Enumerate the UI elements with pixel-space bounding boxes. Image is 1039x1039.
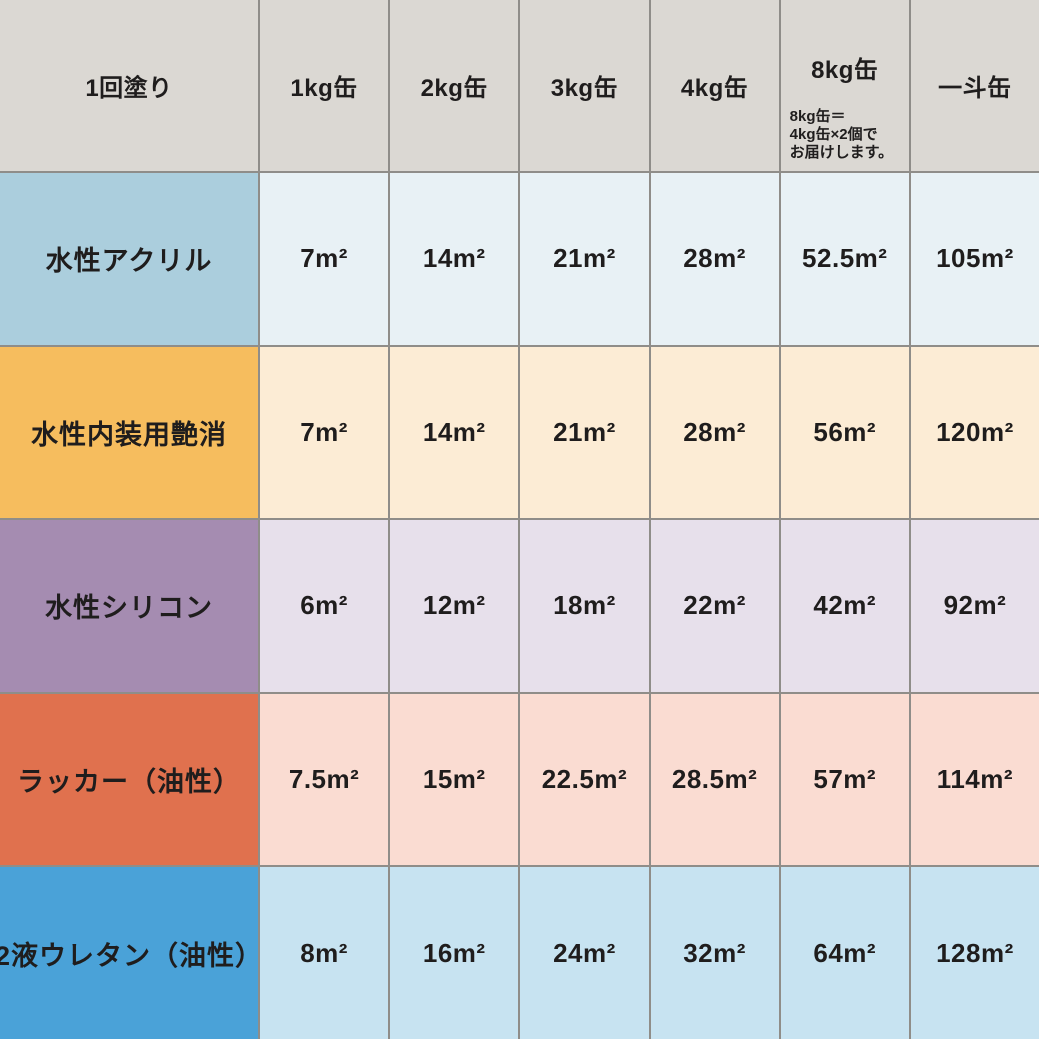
coverage-cell: 128m² xyxy=(910,867,1039,1039)
row-label-water-interior-matte: 水性内装用艶消 xyxy=(0,346,258,519)
coverage-cell: 105m² xyxy=(910,173,1039,345)
coverage-cell: 24m² xyxy=(520,867,649,1039)
coverage-cell: 114m² xyxy=(910,693,1039,866)
header-col-3kg-can: 3kg缶 xyxy=(520,0,649,171)
coverage-cell: 21m² xyxy=(520,173,649,345)
header-coat-count-label: 1回塗り xyxy=(85,75,173,102)
coverage-cell: 7m² xyxy=(260,173,389,345)
coverage-cell: 6m² xyxy=(260,520,389,692)
coverage-cell: 32m² xyxy=(650,867,779,1039)
coverage-cell: 28m² xyxy=(650,346,779,519)
coverage-cell: 42m² xyxy=(780,520,909,692)
coverage-cell: 12m² xyxy=(390,520,519,692)
coverage-cell: 7.5m² xyxy=(260,693,389,866)
8kg-can-delivery-note: 8kg缶＝ 4kg缶×2個で お届けします。 xyxy=(789,107,894,162)
coverage-cell: 14m² xyxy=(390,173,519,345)
coverage-cell: 52.5m² xyxy=(780,173,909,345)
coverage-cell: 22m² xyxy=(650,520,779,692)
header-col-8kg-can: 8kg缶 8kg缶＝ 4kg缶×2個で お届けします。 xyxy=(780,0,909,171)
coverage-cell: 28m² xyxy=(650,173,779,345)
header-col-2kg-can: 2kg缶 xyxy=(390,0,519,171)
row-label-water-acrylic: 水性アクリル xyxy=(0,173,258,345)
coverage-cell: 8m² xyxy=(260,867,389,1039)
row-label-water-silicone: 水性シリコン xyxy=(0,520,258,692)
coverage-cell: 14m² xyxy=(390,346,519,519)
coverage-cell: 7m² xyxy=(260,346,389,519)
coverage-cell: 120m² xyxy=(910,346,1039,519)
coverage-cell: 21m² xyxy=(520,346,649,519)
coverage-cell: 22.5m² xyxy=(520,693,649,866)
coverage-cell: 64m² xyxy=(780,867,909,1039)
coverage-cell: 15m² xyxy=(390,693,519,866)
header-col-4kg-can: 4kg缶 xyxy=(650,0,779,171)
header-coat-count: 1回塗り xyxy=(0,0,258,171)
header-col-1kg-can: 1kg缶 xyxy=(260,0,389,171)
coverage-cell: 18m² xyxy=(520,520,649,692)
row-label-two-part-urethane-oil: 2液ウレタン（油性） xyxy=(0,867,258,1039)
coverage-cell: 16m² xyxy=(390,867,519,1039)
coverage-cell: 28.5m² xyxy=(650,693,779,866)
coverage-cell: 56m² xyxy=(780,346,909,519)
coverage-cell: 92m² xyxy=(910,520,1039,692)
row-label-lacquer-oil: ラッカー（油性） xyxy=(0,693,258,866)
coverage-cell: 57m² xyxy=(780,693,909,866)
header-col-itto-can: 一斗缶 xyxy=(910,0,1039,171)
